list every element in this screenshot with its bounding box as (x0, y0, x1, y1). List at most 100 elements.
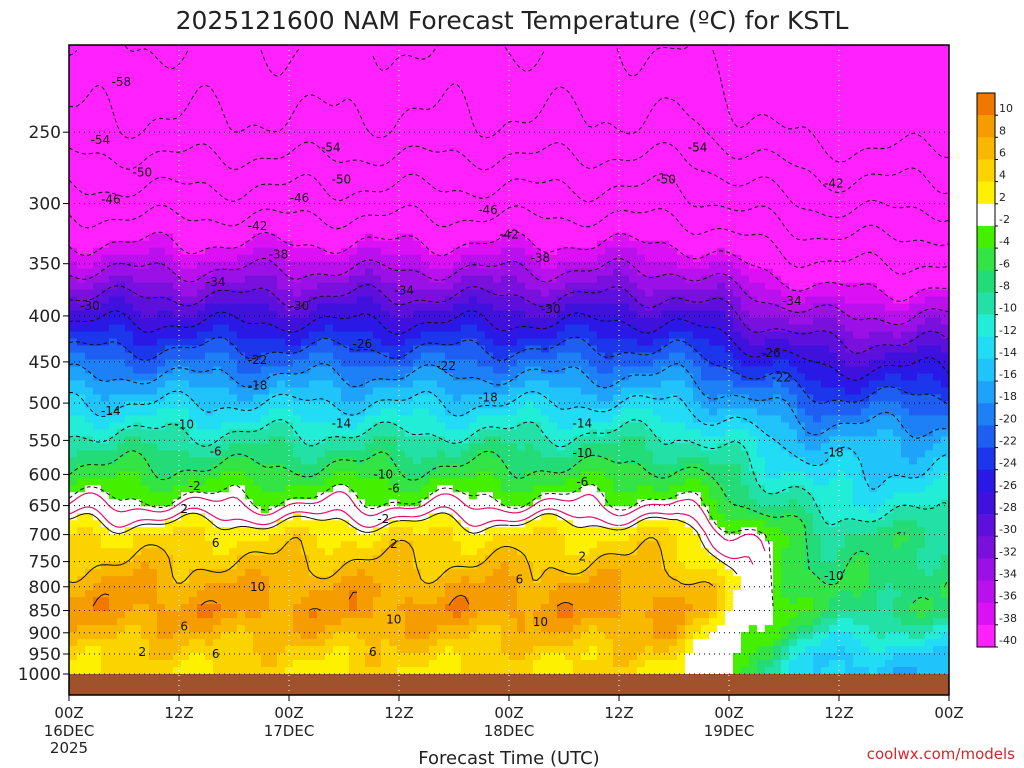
heatmap-cell (373, 149, 382, 158)
heatmap-cell (493, 205, 502, 214)
heatmap-cell (141, 296, 150, 305)
heatmap-cell (397, 506, 406, 514)
heatmap-cell (109, 114, 118, 123)
heatmap-cell (421, 345, 430, 354)
heatmap-cell (349, 667, 358, 675)
heatmap-cell (77, 401, 86, 410)
heatmap-cell (405, 520, 414, 528)
heatmap-cell (309, 548, 318, 556)
heatmap-cell (77, 135, 86, 144)
heatmap-cell (389, 520, 398, 528)
heatmap-cell (493, 142, 502, 151)
heatmap-cell (237, 590, 246, 598)
heatmap-cell (501, 93, 510, 102)
heatmap-cell (413, 191, 422, 200)
heatmap-cell (173, 394, 182, 403)
heatmap-cell (125, 653, 134, 661)
heatmap-cell (325, 380, 334, 389)
heatmap-cell (85, 478, 94, 486)
heatmap-cell (165, 247, 174, 256)
heatmap-cell (493, 548, 502, 556)
heatmap-cell (165, 597, 174, 605)
heatmap-cell (77, 359, 86, 368)
heatmap-cell (349, 492, 358, 500)
heatmap-cell (109, 352, 118, 361)
heatmap-cell (69, 373, 78, 382)
heatmap-cell (189, 373, 198, 382)
heatmap-cell (357, 128, 366, 137)
heatmap-cell (437, 219, 446, 228)
heatmap-cell (453, 541, 462, 549)
heatmap-cell (141, 121, 150, 130)
heatmap-cell (269, 72, 278, 81)
heatmap-cell (461, 51, 470, 60)
heatmap-cell (77, 317, 86, 326)
heatmap-cell (189, 443, 198, 451)
heatmap-cell (125, 443, 134, 451)
heatmap-cell (245, 415, 254, 423)
heatmap-cell (381, 107, 390, 116)
heatmap-cell (109, 45, 118, 53)
heatmap-cell (125, 408, 134, 417)
heatmap-cell (77, 583, 86, 591)
heatmap-cell (133, 289, 142, 298)
heatmap-cell (469, 436, 478, 444)
heatmap-cell (445, 268, 454, 277)
heatmap-cell (93, 625, 102, 633)
heatmap-cell (365, 415, 374, 423)
heatmap-cell (357, 625, 366, 633)
heatmap-cell (157, 296, 166, 305)
heatmap-cell (69, 114, 78, 123)
heatmap-cell (397, 387, 406, 396)
heatmap-cell (213, 618, 222, 626)
heatmap-cell (429, 359, 438, 368)
heatmap-cell (109, 590, 118, 598)
heatmap-cell (125, 142, 134, 151)
heatmap-cell (125, 513, 134, 521)
heatmap-cell (453, 366, 462, 375)
heatmap-cell (469, 464, 478, 472)
heatmap-cell (261, 534, 270, 542)
heatmap-cell (149, 324, 158, 333)
heatmap-cell (389, 415, 398, 423)
heatmap-cell (157, 359, 166, 368)
heatmap-cell (205, 72, 214, 81)
heatmap-cell (157, 303, 166, 312)
heatmap-cell (493, 639, 502, 647)
heatmap-cell (157, 261, 166, 270)
heatmap-cell (133, 156, 142, 165)
heatmap-cell (301, 142, 310, 151)
heatmap-cell (261, 170, 270, 179)
heatmap-cell (397, 65, 406, 74)
heatmap-cell (221, 450, 230, 458)
heatmap-cell (397, 58, 406, 67)
heatmap-cell (93, 135, 102, 144)
heatmap-cell (253, 499, 262, 507)
heatmap-cell (413, 478, 422, 486)
heatmap-cell (349, 555, 358, 563)
heatmap-cell (333, 254, 342, 263)
heatmap-cell (277, 51, 286, 60)
heatmap-cell (237, 422, 246, 430)
heatmap-cell (173, 51, 182, 60)
heatmap-cell (157, 478, 166, 486)
heatmap-cell (357, 632, 366, 640)
heatmap-cell (205, 345, 214, 354)
heatmap-cell (381, 212, 390, 221)
heatmap-cell (213, 576, 222, 584)
heatmap-cell (269, 478, 278, 486)
heatmap-cell (397, 177, 406, 186)
heatmap-cell (109, 268, 118, 277)
heatmap-cell (93, 667, 102, 675)
heatmap-cell (421, 303, 430, 312)
heatmap-cell (245, 513, 254, 521)
heatmap-cell (293, 429, 302, 437)
heatmap-cell (477, 86, 486, 95)
heatmap-cell (141, 513, 150, 521)
heatmap-cell (365, 611, 374, 619)
heatmap-cell (413, 415, 422, 423)
heatmap-cell (221, 646, 230, 654)
heatmap-cell (333, 366, 342, 375)
heatmap-cell (333, 415, 342, 423)
heatmap-cell (373, 352, 382, 361)
